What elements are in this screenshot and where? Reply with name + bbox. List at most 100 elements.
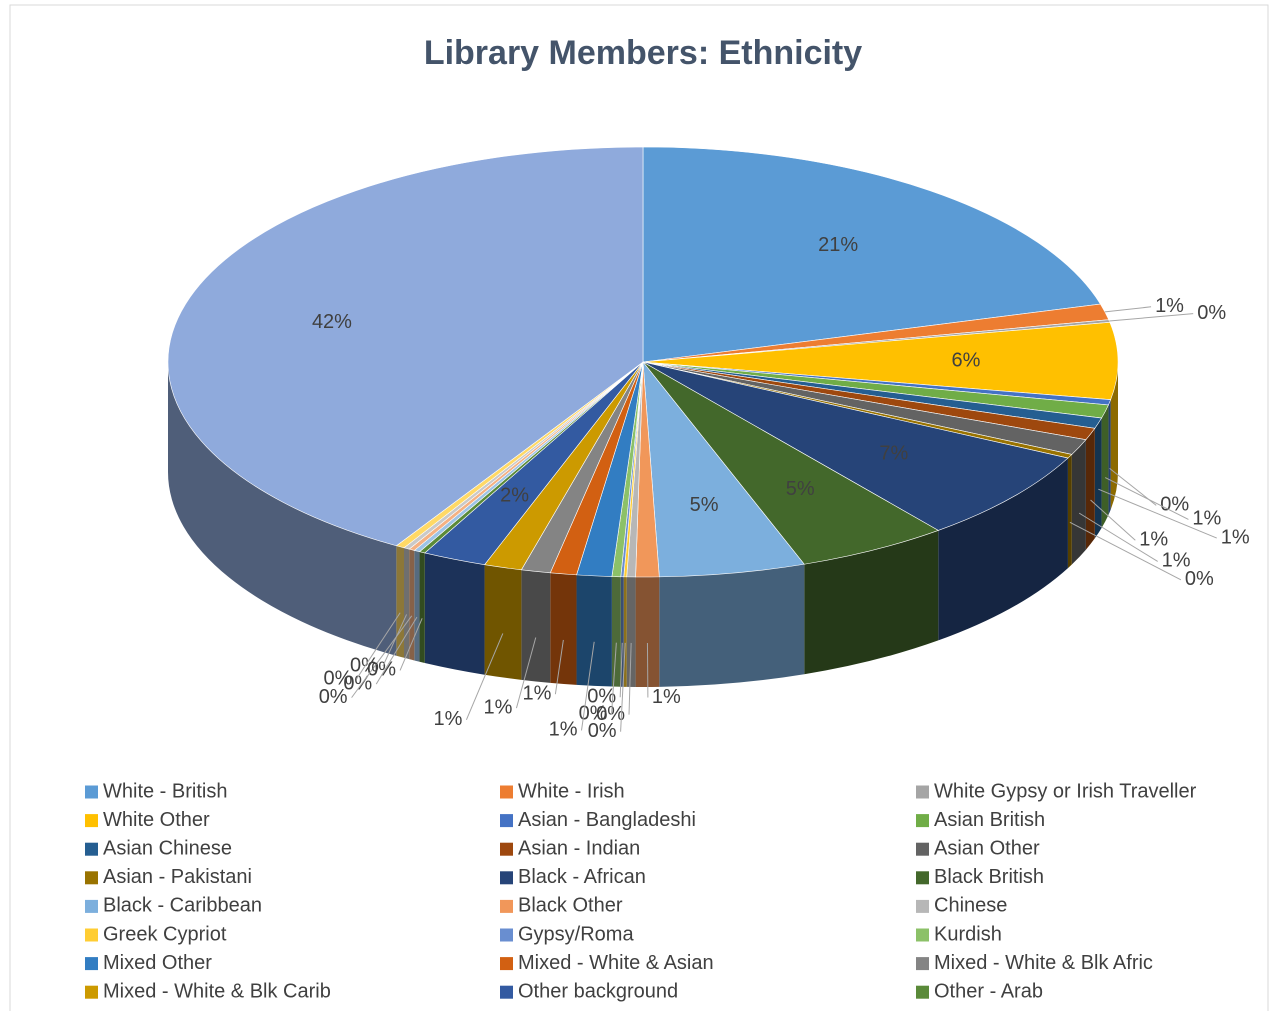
data-label: 1% bbox=[1192, 508, 1221, 530]
leader-line bbox=[399, 618, 423, 671]
leader-line bbox=[1104, 306, 1152, 313]
slice bbox=[642, 361, 805, 578]
data-label: 21% bbox=[818, 234, 858, 256]
legend-label: Mixed - White & Blk Afric bbox=[934, 952, 1153, 974]
legend-label: Black - African bbox=[518, 866, 646, 888]
legend-label: Black British bbox=[934, 866, 1044, 888]
slice bbox=[642, 146, 1101, 363]
legend-swatch bbox=[500, 785, 513, 799]
legend-swatch bbox=[85, 957, 98, 971]
legend-swatch bbox=[85, 871, 98, 885]
legend-swatch bbox=[916, 785, 929, 799]
data-label: 0% bbox=[1197, 302, 1226, 324]
leader-line bbox=[1109, 313, 1194, 322]
slice bbox=[642, 361, 939, 565]
data-label: 1% bbox=[549, 719, 578, 741]
legend-label: Mixed - White & Blk Carib bbox=[103, 980, 331, 1002]
legend-label: Other - Arab bbox=[934, 980, 1043, 1002]
data-label: 5% bbox=[690, 494, 719, 516]
legend-label: Other background bbox=[518, 980, 678, 1002]
leader-line bbox=[1078, 512, 1158, 562]
slice-side bbox=[576, 574, 612, 687]
slice-side bbox=[550, 572, 577, 685]
slice-side bbox=[419, 551, 425, 663]
data-label: 0% bbox=[587, 686, 616, 708]
data-label: 1% bbox=[1155, 295, 1184, 317]
slice-side bbox=[1071, 439, 1086, 565]
slice-side bbox=[414, 550, 420, 662]
legend-label: Greek Cypriot bbox=[103, 923, 227, 945]
legend-label: Mixed Other bbox=[103, 952, 212, 974]
data-label: 1% bbox=[1162, 550, 1191, 572]
leader-line bbox=[351, 615, 413, 698]
data-label: 42% bbox=[312, 311, 352, 333]
leader-line bbox=[382, 614, 408, 667]
legend-label: Asian - Bangladeshi bbox=[518, 809, 696, 831]
leader-line bbox=[611, 642, 617, 715]
legend-swatch bbox=[916, 928, 929, 942]
legend-swatch bbox=[916, 814, 929, 828]
leader-line bbox=[375, 616, 418, 685]
slice-side bbox=[1108, 399, 1111, 515]
data-label: 0% bbox=[319, 686, 348, 708]
legend-label: White Other bbox=[103, 809, 210, 831]
leader-line bbox=[1090, 499, 1136, 541]
slice-side bbox=[659, 564, 805, 687]
legend-label: White - Irish bbox=[518, 780, 625, 802]
legend-swatch bbox=[916, 957, 929, 971]
data-label: 0% bbox=[588, 720, 617, 742]
slice-side bbox=[404, 547, 410, 660]
legend-swatch bbox=[916, 985, 929, 999]
legend-swatch bbox=[500, 871, 513, 885]
slice-side bbox=[1101, 404, 1109, 529]
data-label: 0% bbox=[1185, 568, 1214, 590]
data-label: 0% bbox=[1160, 494, 1189, 516]
leader-line bbox=[515, 637, 537, 709]
chart-title: Library Members: Ethnicity bbox=[424, 34, 862, 72]
data-label: 0% bbox=[596, 703, 625, 725]
legend-swatch bbox=[500, 899, 513, 913]
legend-swatch bbox=[85, 842, 98, 856]
legend-label: Kurdish bbox=[934, 923, 1002, 945]
data-label: 6% bbox=[952, 350, 981, 372]
leader-line bbox=[1098, 488, 1217, 539]
legend-swatch bbox=[500, 814, 513, 828]
leader-line bbox=[554, 639, 564, 695]
legend-label: Asian Chinese bbox=[103, 837, 232, 859]
data-label: 0% bbox=[350, 654, 379, 676]
legend-label: White Gypsy or Irish Traveller bbox=[934, 780, 1197, 802]
legend-swatch bbox=[500, 928, 513, 942]
leader-line bbox=[580, 641, 595, 731]
data-label: 1% bbox=[1221, 526, 1250, 548]
data-label: 1% bbox=[652, 686, 681, 708]
slice bbox=[642, 322, 1119, 401]
legend-swatch bbox=[85, 814, 98, 828]
slice-side bbox=[635, 576, 660, 687]
slice bbox=[167, 146, 644, 547]
legend-label: Black Other bbox=[518, 895, 623, 917]
data-label: 2% bbox=[500, 484, 529, 506]
slice-side bbox=[626, 576, 636, 687]
slice-side bbox=[396, 545, 404, 658]
data-label: 1% bbox=[1139, 529, 1168, 551]
legend-swatch bbox=[500, 842, 513, 856]
leader-line bbox=[620, 642, 626, 732]
data-label: 1% bbox=[522, 682, 551, 704]
legend-swatch bbox=[85, 985, 98, 999]
legend-label: Chinese bbox=[934, 895, 1007, 917]
slice-side bbox=[424, 552, 485, 675]
data-label: 0% bbox=[324, 667, 353, 689]
legend-swatch bbox=[85, 899, 98, 913]
leader-line bbox=[356, 612, 401, 680]
slice bbox=[642, 361, 1069, 531]
legend-label: Asian - Pakistani bbox=[103, 866, 252, 888]
legend-label: Asian British bbox=[934, 809, 1045, 831]
legend-swatch bbox=[85, 785, 98, 799]
legend-swatch bbox=[500, 985, 513, 999]
legend-label: Mixed - White & Asian bbox=[518, 952, 714, 974]
leader-line bbox=[1105, 477, 1189, 520]
slice-side bbox=[938, 458, 1068, 641]
data-label: 5% bbox=[786, 478, 815, 500]
